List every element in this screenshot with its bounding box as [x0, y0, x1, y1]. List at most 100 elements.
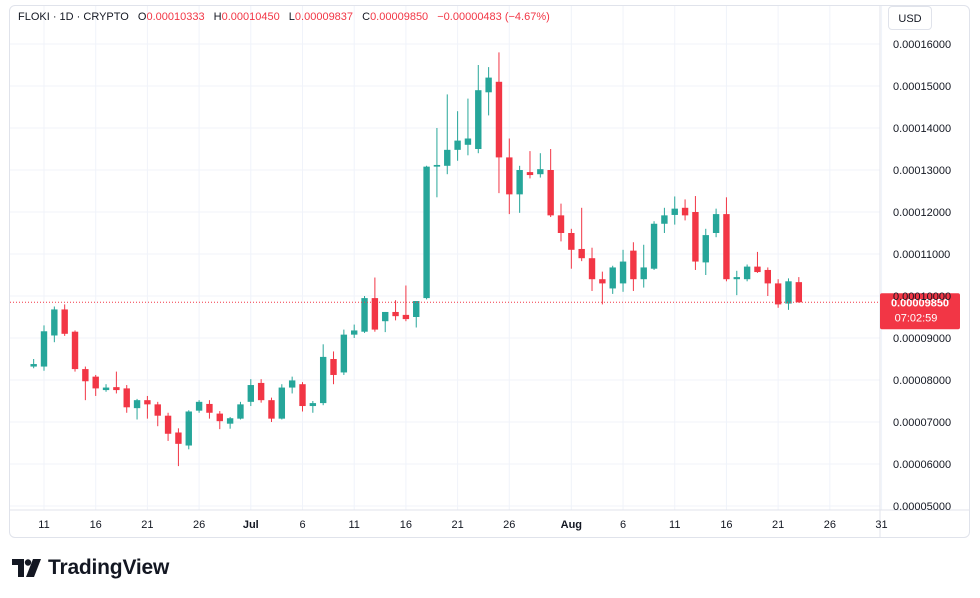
candle-body	[557, 215, 565, 233]
candle-down	[692, 196, 699, 270]
candle-down	[568, 228, 575, 269]
candle-body	[402, 314, 410, 320]
candle-body	[154, 404, 161, 416]
candle-body	[82, 369, 89, 382]
candle-up	[785, 278, 792, 310]
candle-down	[82, 366, 89, 401]
candle-body	[361, 298, 368, 332]
x-tick-label: 21	[451, 519, 463, 531]
candle-body	[733, 277, 740, 280]
candle-up	[423, 165, 430, 300]
brand-name: TradingView	[48, 556, 170, 579]
candle-up	[733, 270, 740, 296]
candle-body	[712, 214, 720, 233]
symbol-label[interactable]: FLOKI · 1D · CRYPTO	[18, 11, 129, 23]
candle-body	[795, 282, 803, 303]
candle-body	[216, 413, 223, 422]
candle-down	[164, 412, 172, 441]
high-label: H	[213, 11, 222, 23]
candle-up	[671, 196, 678, 225]
price-axis[interactable]: 0.00016000 0.00015000 0.00014000 0.00013000…	[893, 39, 951, 513]
candle-body	[599, 279, 606, 284]
candle-up	[650, 221, 658, 270]
candle-up	[102, 384, 110, 392]
candle-up	[40, 325, 48, 371]
bar-countdown: 07:02:59	[895, 312, 938, 324]
y-tick-label: 0.00013000	[893, 165, 951, 177]
candle-body	[309, 403, 317, 407]
candle-down	[526, 151, 534, 179]
y-tick-label: 0.00015000	[893, 81, 951, 93]
currency-button[interactable]: USD	[888, 6, 932, 30]
candle-body	[92, 376, 99, 389]
y-tick-label: 0.00005000	[893, 501, 951, 513]
candle-body	[454, 140, 461, 150]
candle-up	[475, 65, 482, 154]
candle-up	[30, 359, 37, 369]
candle-down	[92, 374, 99, 396]
last-price-line: 0.00009850 07:02:59	[10, 293, 960, 330]
candle-body	[433, 164, 441, 167]
close-value: 0.00009850	[370, 11, 429, 23]
candle-up	[278, 384, 286, 420]
candle-body	[288, 380, 296, 388]
candle-up	[382, 311, 389, 333]
candle-down	[557, 203, 565, 242]
candle-up	[133, 398, 141, 420]
tradingview-logo[interactable]: TradingView	[12, 555, 169, 581]
x-tick-label: 26	[503, 519, 515, 531]
candle-body	[681, 207, 689, 216]
candle-down	[257, 379, 265, 403]
candle-series	[30, 52, 803, 467]
candle-body	[650, 223, 658, 269]
candle-body	[51, 309, 58, 336]
candle-up	[433, 128, 441, 198]
candle-up	[661, 207, 668, 233]
candle-down	[599, 271, 606, 305]
y-tick-label: 0.00011000	[893, 249, 950, 261]
candle-body	[578, 248, 585, 259]
candle-down	[774, 279, 782, 308]
x-tick-label: 6	[620, 519, 626, 531]
candle-down	[681, 199, 689, 221]
candle-body	[61, 309, 68, 334]
candle-body	[257, 382, 265, 401]
candle-down	[371, 277, 379, 332]
close-label: C	[362, 11, 371, 23]
time-axis[interactable]: 11 16 21 26 Jul 6 11 16 21 26 Aug 6 11 16 21 26 31	[38, 519, 887, 531]
y-tick-label: 0.00009000	[893, 333, 951, 345]
candle-body	[195, 401, 203, 411]
candle-down	[723, 197, 730, 282]
candle-body	[351, 330, 358, 335]
candle-body	[185, 411, 192, 446]
candle-body	[247, 385, 254, 402]
candle-body	[526, 172, 534, 176]
candle-body	[102, 387, 110, 391]
x-tick-label: 11	[669, 519, 680, 531]
y-tick-label: 0.00008000	[893, 375, 951, 387]
candle-up	[226, 416, 234, 429]
candle-body	[330, 359, 337, 375]
candle-down	[71, 330, 79, 372]
candle-down	[754, 251, 761, 273]
candle-up	[340, 329, 348, 375]
candle-body	[237, 404, 244, 419]
candle-body	[516, 170, 523, 195]
candle-body	[30, 364, 37, 367]
x-tick-label: 31	[875, 519, 887, 531]
candle-up	[516, 165, 523, 213]
x-tick-label: Jul	[243, 519, 259, 531]
candle-body	[495, 81, 503, 158]
candle-up	[743, 264, 751, 282]
candle-body	[640, 267, 647, 280]
x-tick-label: 16	[400, 519, 412, 531]
candle-body	[371, 298, 379, 330]
candle-down	[216, 411, 223, 430]
candle-down	[495, 52, 503, 194]
candle-up	[51, 306, 58, 343]
candle-up	[247, 379, 254, 407]
candle-body	[475, 90, 482, 149]
y-tick-label: 0.00010000	[893, 291, 951, 303]
candle-up	[485, 67, 492, 116]
